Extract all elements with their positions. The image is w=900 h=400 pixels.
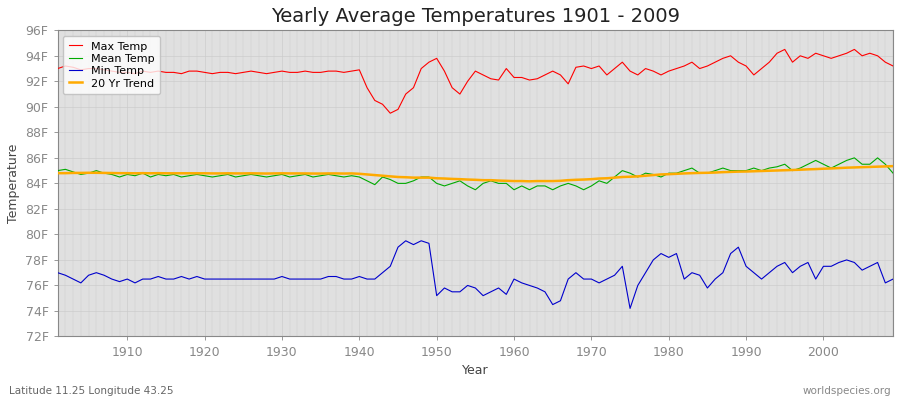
Max Temp bbox=[508, 75, 519, 80]
Title: Yearly Average Temperatures 1901 - 2009: Yearly Average Temperatures 1901 - 2009 bbox=[271, 7, 680, 26]
20 Yr Trend bbox=[284, 171, 295, 176]
Line: Min Temp: Min Temp bbox=[58, 241, 893, 308]
20 Yr Trend bbox=[330, 171, 341, 176]
Mean Temp bbox=[52, 168, 63, 173]
20 Yr Trend bbox=[508, 179, 519, 184]
Mean Temp bbox=[114, 174, 125, 179]
Max Temp bbox=[887, 64, 898, 68]
X-axis label: Year: Year bbox=[462, 364, 489, 377]
20 Yr Trend bbox=[501, 178, 512, 183]
Y-axis label: Temperature: Temperature bbox=[7, 144, 20, 223]
Max Temp bbox=[330, 69, 341, 74]
Min Temp bbox=[517, 280, 527, 285]
Min Temp bbox=[114, 279, 125, 284]
Max Temp bbox=[52, 66, 63, 71]
Min Temp bbox=[508, 277, 519, 282]
Line: Max Temp: Max Temp bbox=[58, 50, 893, 113]
Mean Temp bbox=[887, 171, 898, 176]
Max Temp bbox=[114, 70, 125, 75]
20 Yr Trend bbox=[887, 164, 898, 168]
Line: Mean Temp: Mean Temp bbox=[58, 158, 893, 190]
Legend: Max Temp, Mean Temp, Min Temp, 20 Yr Trend: Max Temp, Mean Temp, Min Temp, 20 Yr Tre… bbox=[63, 36, 160, 94]
Mean Temp bbox=[609, 174, 620, 179]
Mean Temp bbox=[330, 173, 341, 178]
Max Temp bbox=[385, 111, 396, 116]
Max Temp bbox=[284, 70, 295, 75]
Mean Temp bbox=[517, 184, 527, 188]
Line: 20 Yr Trend: 20 Yr Trend bbox=[58, 166, 893, 181]
Min Temp bbox=[400, 238, 411, 243]
Max Temp bbox=[517, 75, 527, 80]
Mean Temp bbox=[284, 174, 295, 179]
Max Temp bbox=[609, 66, 620, 71]
Mean Temp bbox=[849, 156, 859, 160]
20 Yr Trend bbox=[609, 175, 620, 180]
Min Temp bbox=[52, 270, 63, 275]
Max Temp bbox=[779, 47, 790, 52]
Text: Latitude 11.25 Longitude 43.25: Latitude 11.25 Longitude 43.25 bbox=[9, 386, 174, 396]
Min Temp bbox=[284, 277, 295, 282]
Mean Temp bbox=[508, 187, 519, 192]
20 Yr Trend bbox=[52, 171, 63, 176]
20 Yr Trend bbox=[524, 179, 535, 184]
Mean Temp bbox=[470, 187, 481, 192]
Min Temp bbox=[625, 306, 635, 311]
20 Yr Trend bbox=[114, 171, 125, 176]
Min Temp bbox=[330, 274, 341, 279]
Min Temp bbox=[609, 273, 620, 278]
Text: worldspecies.org: worldspecies.org bbox=[803, 386, 891, 396]
Min Temp bbox=[887, 277, 898, 282]
